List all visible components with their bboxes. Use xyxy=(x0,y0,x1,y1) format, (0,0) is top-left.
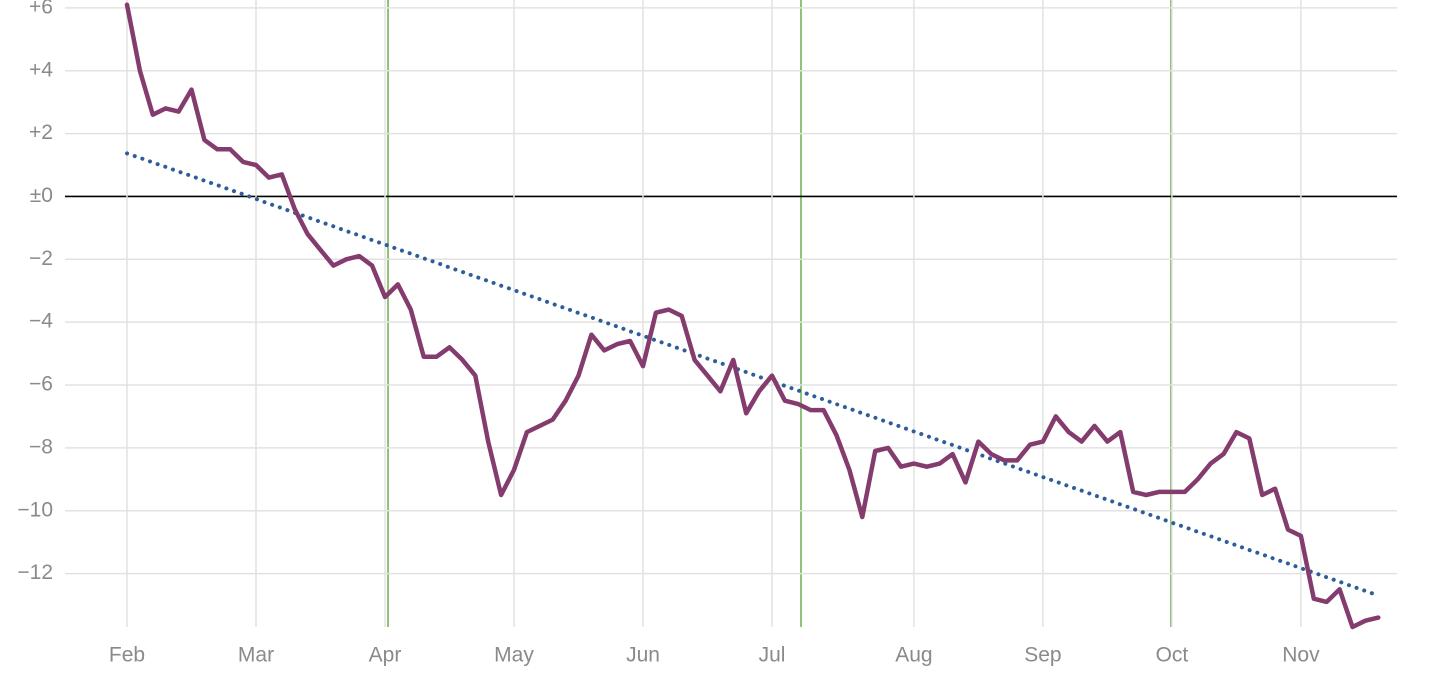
x-tick-label: Aug xyxy=(895,644,932,667)
y-tick-label: −10 xyxy=(17,498,53,521)
y-tick-label: +6 xyxy=(29,0,53,18)
x-tick-label: Mar xyxy=(238,644,274,667)
x-tick-label: Sep xyxy=(1024,644,1061,667)
x-tick-label: Jun xyxy=(626,644,660,667)
x-tick-label: May xyxy=(494,644,534,667)
y-tick-label: −4 xyxy=(29,310,53,333)
y-tick-label: −6 xyxy=(29,373,53,396)
y-tick-label: ±0 xyxy=(30,184,53,207)
y-tick-label: +4 xyxy=(29,58,53,81)
x-tick-label: Oct xyxy=(1156,644,1189,667)
series-line xyxy=(124,2,1381,630)
x-tick-label: Jul xyxy=(759,644,786,667)
y-tick-label: −12 xyxy=(17,561,53,584)
y-tick-label: −2 xyxy=(29,247,53,270)
y-tick-label: −8 xyxy=(29,435,53,458)
x-tick-label: Apr xyxy=(369,644,402,667)
plot: +6 +4 +2 ±0 −2 −4 −6 −8 −10 −12 Feb Mar Apr May Jun Jul… xyxy=(17,0,1397,667)
trend-line xyxy=(125,151,1381,598)
x-tick-label: Nov xyxy=(1282,644,1320,667)
y-tick-label: +2 xyxy=(29,121,53,144)
event-markers xyxy=(387,0,1172,627)
x-tick-label: Feb xyxy=(109,644,145,667)
